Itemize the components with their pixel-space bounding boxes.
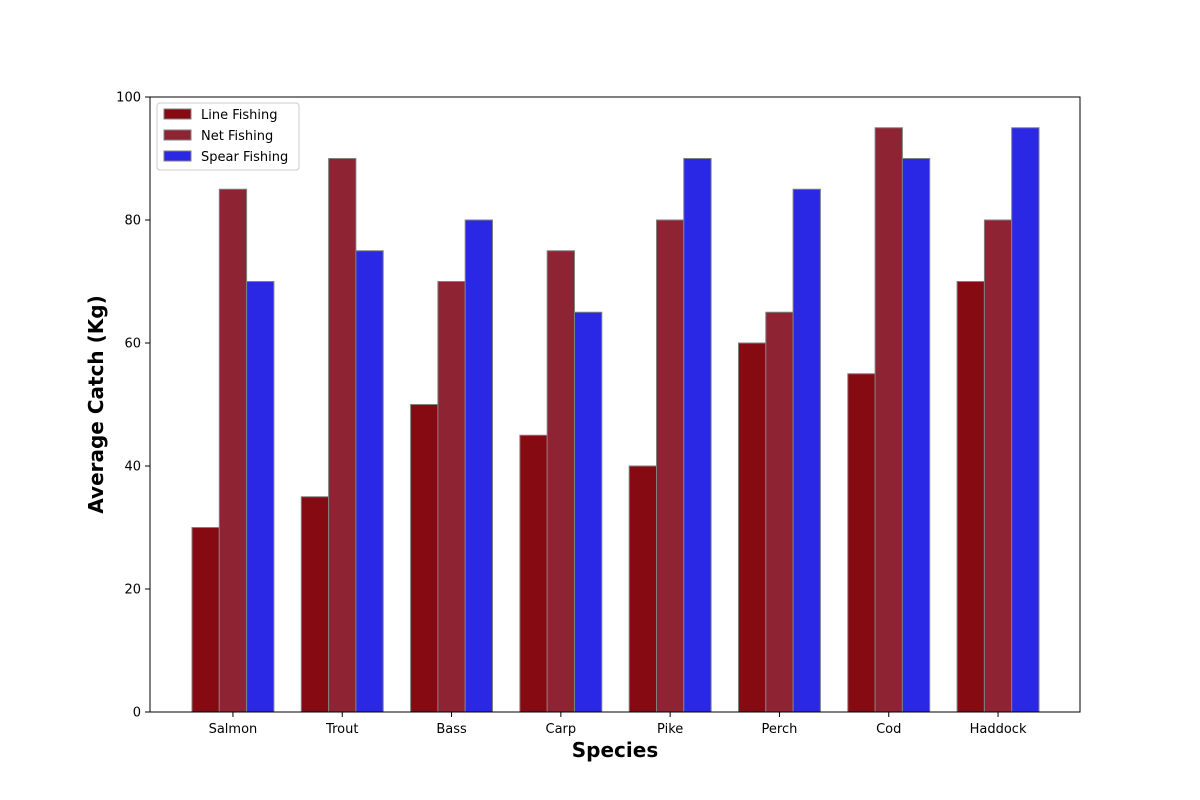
legend-swatch <box>163 150 192 162</box>
legend: Line Fishing Net Fishing Spear Fishing <box>156 102 300 171</box>
x-tick-label: Cod <box>876 722 901 737</box>
y-tick-label: 20 <box>124 583 141 598</box>
y-axis: 0 20 40 60 80 100 <box>116 91 150 721</box>
y-tick-label: 100 <box>116 91 141 106</box>
x-tick-label: Pike <box>657 722 683 737</box>
legend-box <box>156 102 300 171</box>
y-tick-label: 0 <box>133 706 141 721</box>
x-tick-label: Perch <box>762 722 798 737</box>
bar <box>300 496 330 713</box>
bar <box>437 281 466 713</box>
x-tick-label: Salmon <box>209 722 258 737</box>
x-tick-label: Haddock <box>970 722 1027 737</box>
bar <box>546 250 576 713</box>
bar <box>901 158 931 713</box>
plot-frame <box>149 96 1081 713</box>
bars-layer <box>191 127 1040 713</box>
bar <box>765 311 794 713</box>
legend-swatch <box>163 129 192 141</box>
bar <box>1011 127 1040 713</box>
x-tick-label: Carp <box>546 722 577 737</box>
bar <box>246 281 275 713</box>
bar <box>792 188 821 713</box>
x-axis: Salmon Trout Bass Carp Pike Perch Cod Haddock <box>209 712 1027 737</box>
bar <box>956 281 985 713</box>
bar <box>874 127 903 713</box>
x-axis-title: Species <box>572 738 658 762</box>
bar <box>218 188 248 713</box>
bar <box>574 311 603 713</box>
x-tick-label: Trout <box>325 722 358 737</box>
legend-label: Spear Fishing <box>201 150 288 165</box>
bar <box>410 404 439 713</box>
y-axis-title: Average Catch (Kg) <box>84 295 108 513</box>
bar <box>328 158 357 713</box>
bar <box>628 465 658 713</box>
bar <box>656 219 685 713</box>
bar <box>519 434 548 713</box>
y-tick-label: 40 <box>124 460 141 475</box>
bar <box>738 342 767 713</box>
legend-swatch <box>163 108 192 120</box>
bar <box>191 527 220 713</box>
bar <box>355 250 384 713</box>
legend-label: Net Fishing <box>201 129 273 144</box>
y-tick-label: 60 <box>124 337 141 352</box>
x-tick-label: Bass <box>436 722 467 737</box>
bar <box>464 219 494 713</box>
bar <box>683 158 712 713</box>
legend-label: Line Fishing <box>201 108 277 123</box>
y-tick-label: 80 <box>124 214 141 229</box>
bar <box>983 219 1013 713</box>
bar <box>847 373 876 713</box>
